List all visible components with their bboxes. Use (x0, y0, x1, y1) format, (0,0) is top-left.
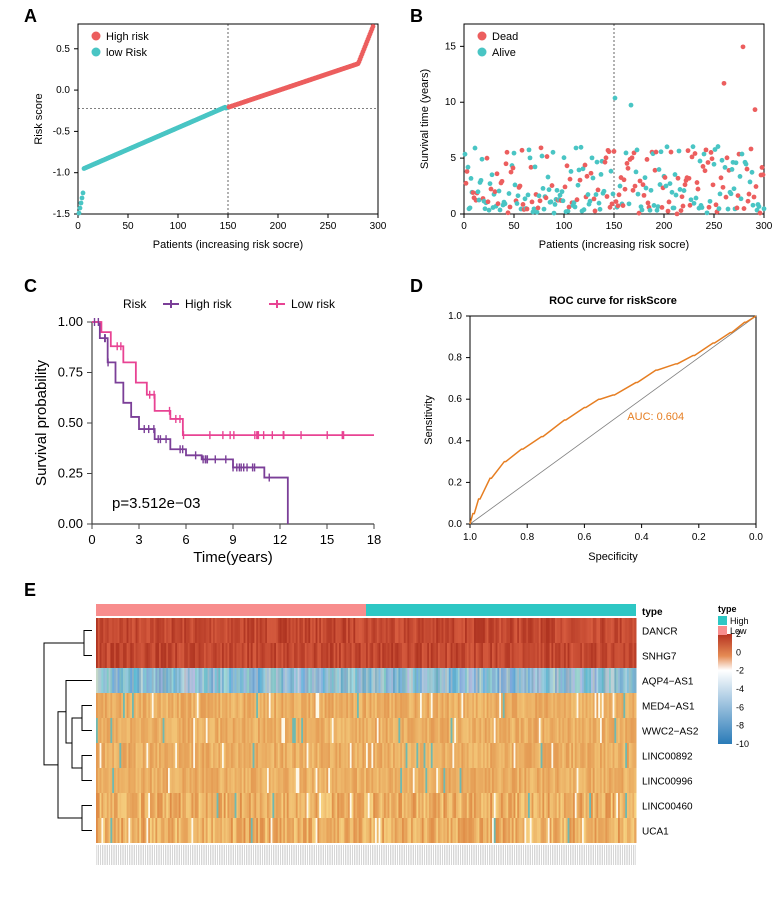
svg-text:p=3.512e−03: p=3.512e−03 (112, 495, 200, 512)
svg-text:-6: -6 (736, 702, 744, 712)
svg-text:0.2: 0.2 (448, 477, 462, 488)
svg-text:WWC2−AS2: WWC2−AS2 (642, 726, 699, 737)
svg-text:250: 250 (320, 221, 337, 232)
svg-text:Time(years): Time(years) (193, 549, 272, 566)
svg-text:0.2: 0.2 (692, 532, 706, 543)
svg-text:0.5: 0.5 (56, 44, 70, 55)
svg-text:Low: Low (730, 626, 747, 636)
roc-curve: ROC curve for riskScore 1.0 0.8 0.6 0.4 0.2 0.… (414, 288, 774, 568)
svg-text:150: 150 (220, 221, 237, 232)
svg-text:0.25: 0.25 (58, 466, 83, 481)
survival-curve: 0 3 6 9 12 15 18 0.00 0.25 0.50 0.75 1.00 Time(years… (28, 288, 388, 568)
svg-text:low Risk: low Risk (106, 47, 147, 59)
svg-text:300: 300 (370, 221, 387, 232)
svg-text:-1.5: -1.5 (53, 209, 71, 220)
svg-text:0: 0 (450, 209, 456, 220)
svg-text:6: 6 (182, 532, 189, 547)
svg-text:200: 200 (656, 221, 673, 232)
svg-text:0.4: 0.4 (448, 436, 462, 447)
svg-text:0.0: 0.0 (448, 519, 462, 530)
svg-text:LINC00460: LINC00460 (642, 801, 693, 812)
panel-c: 0 3 6 9 12 15 18 0.00 0.25 0.50 0.75 1.00 Time(years… (28, 288, 388, 568)
svg-text:0: 0 (88, 532, 95, 547)
svg-text:100: 100 (556, 221, 573, 232)
svg-text:150: 150 (606, 221, 623, 232)
survival-time-scatter: 0 50 100 150 200 250 300 0 5 10 15 Patients (increa… (414, 14, 774, 254)
svg-text:LINC00892: LINC00892 (642, 751, 693, 762)
svg-text:Alive: Alive (492, 47, 516, 59)
svg-text:-10: -10 (736, 739, 749, 749)
svg-text:1.0: 1.0 (448, 311, 462, 322)
panel-d: ROC curve for riskScore 1.0 0.8 0.6 0.4 0.2 0.… (414, 288, 774, 568)
svg-text:-4: -4 (736, 684, 744, 694)
svg-text:1.00: 1.00 (58, 314, 83, 329)
svg-text:Low risk: Low risk (291, 297, 336, 311)
svg-text:3: 3 (135, 532, 142, 547)
svg-text:15: 15 (320, 532, 334, 547)
svg-text:100: 100 (170, 221, 187, 232)
svg-text:High risk: High risk (106, 31, 149, 43)
svg-text:SNHG7: SNHG7 (642, 651, 677, 662)
svg-text:LINC00996: LINC00996 (642, 776, 693, 787)
svg-text:Patients (increasing risk socr: Patients (increasing risk socre) (153, 239, 303, 251)
svg-text:-2: -2 (736, 666, 744, 676)
svg-text:AUC: 0.604: AUC: 0.604 (627, 411, 684, 423)
svg-text:Sensitivity: Sensitivity (423, 395, 435, 445)
svg-text:250: 250 (706, 221, 723, 232)
svg-text:Survival time (years): Survival time (years) (419, 69, 431, 169)
svg-text:Risk: Risk (123, 297, 147, 311)
svg-text:MED4−AS1: MED4−AS1 (642, 701, 695, 712)
svg-text:-1.0: -1.0 (53, 168, 71, 179)
svg-text:0: 0 (75, 221, 81, 232)
svg-text:0: 0 (461, 221, 467, 232)
svg-text:0.8: 0.8 (520, 532, 534, 543)
svg-text:0.0: 0.0 (56, 85, 70, 96)
svg-text:50: 50 (122, 221, 134, 232)
svg-text:15: 15 (445, 41, 457, 52)
svg-text:-0.5: -0.5 (53, 126, 71, 137)
panel-b: 0 50 100 150 200 250 300 0 5 10 15 Patients (increa… (414, 14, 774, 254)
svg-text:0.50: 0.50 (58, 415, 83, 430)
svg-text:ROC curve for riskScore: ROC curve for riskScore (549, 295, 677, 307)
svg-text:200: 200 (270, 221, 287, 232)
svg-text:0.75: 0.75 (58, 365, 83, 380)
svg-text:5: 5 (450, 153, 456, 164)
svg-text:1.0: 1.0 (463, 532, 477, 543)
svg-text:Dead: Dead (492, 31, 518, 43)
svg-text:0.0: 0.0 (749, 532, 763, 543)
expression-heatmap: DANCR SNHG7 AQP4−AS1 MED4−AS1 WWC2−AS2 LINC00… (28, 596, 768, 912)
svg-text:300: 300 (756, 221, 773, 232)
panel-a: 0 50 100 150 200 250 300 -1.5 -1.0 -0.5 0.0 0.5 Pati… (28, 14, 388, 254)
svg-text:Specificity: Specificity (588, 551, 638, 563)
svg-text:0.00: 0.00 (58, 516, 83, 531)
svg-text:0: 0 (736, 647, 741, 657)
svg-text:High risk: High risk (185, 297, 233, 311)
risk-score-scatter: 0 50 100 150 200 250 300 -1.5 -1.0 -0.5 0.0 0.5 Pati… (28, 14, 388, 254)
svg-text:0.6: 0.6 (577, 532, 591, 543)
svg-text:-8: -8 (736, 721, 744, 731)
svg-text:50: 50 (508, 221, 520, 232)
svg-text:18: 18 (367, 532, 381, 547)
svg-text:High: High (730, 616, 749, 626)
panel-e: DANCR SNHG7 AQP4−AS1 MED4−AS1 WWC2−AS2 LINC00… (28, 596, 768, 912)
svg-text:9: 9 (229, 532, 236, 547)
svg-text:12: 12 (273, 532, 287, 547)
svg-text:UCA1: UCA1 (642, 826, 669, 837)
svg-text:0.6: 0.6 (448, 394, 462, 405)
svg-text:10: 10 (445, 97, 457, 108)
svg-text:0.4: 0.4 (635, 532, 649, 543)
svg-text:AQP4−AS1: AQP4−AS1 (642, 676, 694, 687)
svg-text:Survival probability: Survival probability (33, 360, 50, 486)
svg-text:Patients (increasing risk socr: Patients (increasing risk socre) (539, 239, 689, 251)
svg-text:DANCR: DANCR (642, 626, 678, 637)
svg-text:type: type (718, 604, 737, 614)
svg-text:0.8: 0.8 (448, 353, 462, 364)
svg-text:Risk score: Risk score (33, 93, 45, 144)
svg-text:type: type (642, 607, 663, 618)
